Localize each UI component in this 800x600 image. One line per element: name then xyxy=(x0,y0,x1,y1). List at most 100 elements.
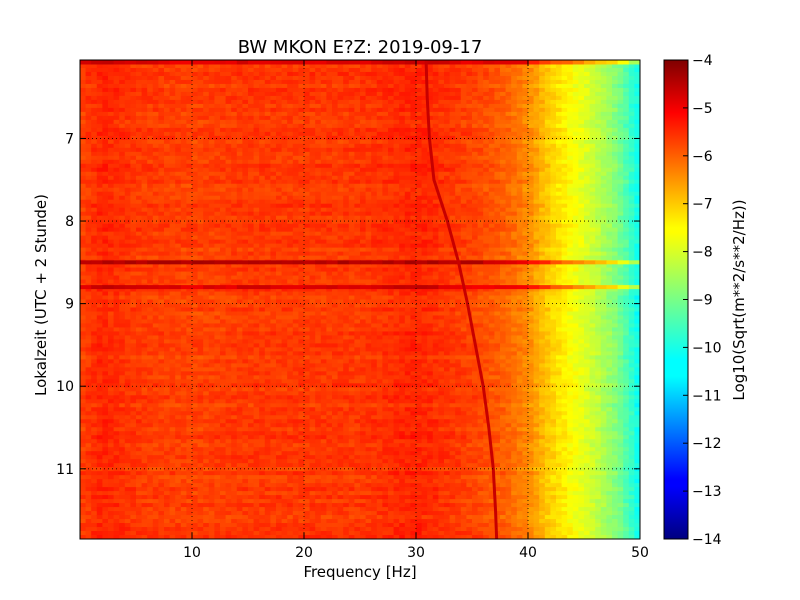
heatmap-cell xyxy=(85,519,92,524)
heatmap-cell xyxy=(253,295,260,301)
heatmap-cell xyxy=(102,87,109,93)
heatmap-cell xyxy=(80,447,87,452)
heatmap-cell xyxy=(197,139,204,145)
heatmap-cell xyxy=(281,219,288,225)
heatmap-cell xyxy=(124,303,131,309)
heatmap-cell xyxy=(192,163,199,169)
heatmap-cell xyxy=(225,527,232,532)
heatmap-cell xyxy=(214,383,221,388)
heatmap-cell xyxy=(175,495,182,500)
heatmap-cell xyxy=(113,71,120,77)
heatmap-cell xyxy=(281,263,288,269)
heatmap-cell xyxy=(108,91,115,97)
heatmap-cell xyxy=(253,111,260,117)
heatmap-cell xyxy=(158,319,165,325)
heatmap-cell xyxy=(175,535,182,539)
heatmap-cell xyxy=(264,491,271,496)
heatmap-cell xyxy=(113,351,120,356)
heatmap-cell xyxy=(248,379,255,384)
heatmap-cell xyxy=(113,403,120,408)
heatmap-cell xyxy=(214,211,221,217)
heatmap-cell xyxy=(236,99,243,105)
heatmap-cell xyxy=(141,155,148,161)
heatmap-cell xyxy=(158,279,165,285)
heatmap-cell xyxy=(292,79,299,85)
heatmap-cell xyxy=(152,347,159,352)
heatmap-cell xyxy=(220,95,227,101)
heatmap-cell xyxy=(270,183,277,189)
heatmap-cell xyxy=(225,315,232,321)
heatmap-cell xyxy=(197,495,204,500)
heatmap-cell xyxy=(96,355,103,360)
heatmap-cell xyxy=(96,523,103,528)
heatmap-cell xyxy=(270,63,277,69)
heatmap-cell xyxy=(136,467,143,472)
heatmap-cell xyxy=(85,115,92,121)
heatmap-cell xyxy=(175,127,182,133)
heatmap-cell xyxy=(220,243,227,249)
heatmap-cell xyxy=(113,195,120,201)
heatmap-cell xyxy=(208,235,215,241)
heatmap-cell xyxy=(180,263,187,269)
heatmap-cell xyxy=(203,507,210,512)
heatmap-cell xyxy=(304,307,311,313)
heatmap-cell xyxy=(164,135,171,141)
heatmap-cell xyxy=(152,435,159,440)
heatmap-cell xyxy=(80,83,87,89)
heatmap-cell xyxy=(158,519,165,524)
heatmap-cell xyxy=(304,183,311,189)
heatmap-cell xyxy=(113,91,120,97)
heatmap-cell xyxy=(253,379,260,384)
heatmap-cell xyxy=(292,195,299,201)
heatmap-cell xyxy=(292,83,299,89)
heatmap-cell xyxy=(203,167,210,173)
heatmap-cell xyxy=(236,215,243,221)
heatmap-cell xyxy=(119,395,126,400)
heatmap-cell xyxy=(225,459,232,464)
heatmap-cell xyxy=(292,295,299,301)
heatmap-cell xyxy=(158,471,165,476)
heatmap-cell xyxy=(248,339,255,345)
heatmap-cell xyxy=(242,511,249,516)
heatmap-cell xyxy=(203,151,210,157)
heatmap-cell xyxy=(304,419,311,424)
heatmap-cell xyxy=(225,383,232,388)
heatmap-cell xyxy=(298,327,305,333)
heatmap-cell xyxy=(113,463,120,468)
heatmap-cell xyxy=(96,103,103,109)
heatmap-cell xyxy=(175,163,182,169)
heatmap-cell xyxy=(130,371,137,376)
heatmap-cell xyxy=(152,375,159,380)
heatmap-cell xyxy=(113,239,120,245)
heatmap-cell xyxy=(253,499,260,504)
heatmap-cell xyxy=(203,139,210,145)
heatmap-cell xyxy=(208,499,215,504)
heatmap-cell xyxy=(287,235,294,241)
heatmap-cell xyxy=(108,279,115,285)
heatmap-cell xyxy=(220,343,227,348)
heatmap-cell xyxy=(152,515,159,520)
heatmap-cell xyxy=(85,475,92,480)
heatmap-cell xyxy=(304,443,311,448)
heatmap-cell xyxy=(242,99,249,105)
heatmap-cell xyxy=(276,227,283,233)
heatmap-cell xyxy=(164,203,171,209)
heatmap-cell xyxy=(276,187,283,193)
heatmap-cell xyxy=(169,499,176,504)
heatmap-cell xyxy=(253,175,260,181)
heatmap-cell xyxy=(96,419,103,424)
heatmap-cell xyxy=(186,403,193,408)
heatmap-cell xyxy=(197,379,204,384)
heatmap-cell xyxy=(231,527,238,532)
heatmap-cell xyxy=(102,383,109,388)
heatmap-cell xyxy=(141,311,148,317)
heatmap-cell xyxy=(276,367,283,372)
heatmap-cell xyxy=(276,495,283,500)
heatmap-cell xyxy=(192,363,199,368)
heatmap-cell xyxy=(108,491,115,496)
heatmap-cell xyxy=(197,491,204,496)
heatmap-cell xyxy=(180,359,187,364)
heatmap-cell xyxy=(276,531,283,536)
heatmap-cell xyxy=(136,395,143,400)
heatmap-cell xyxy=(270,491,277,496)
